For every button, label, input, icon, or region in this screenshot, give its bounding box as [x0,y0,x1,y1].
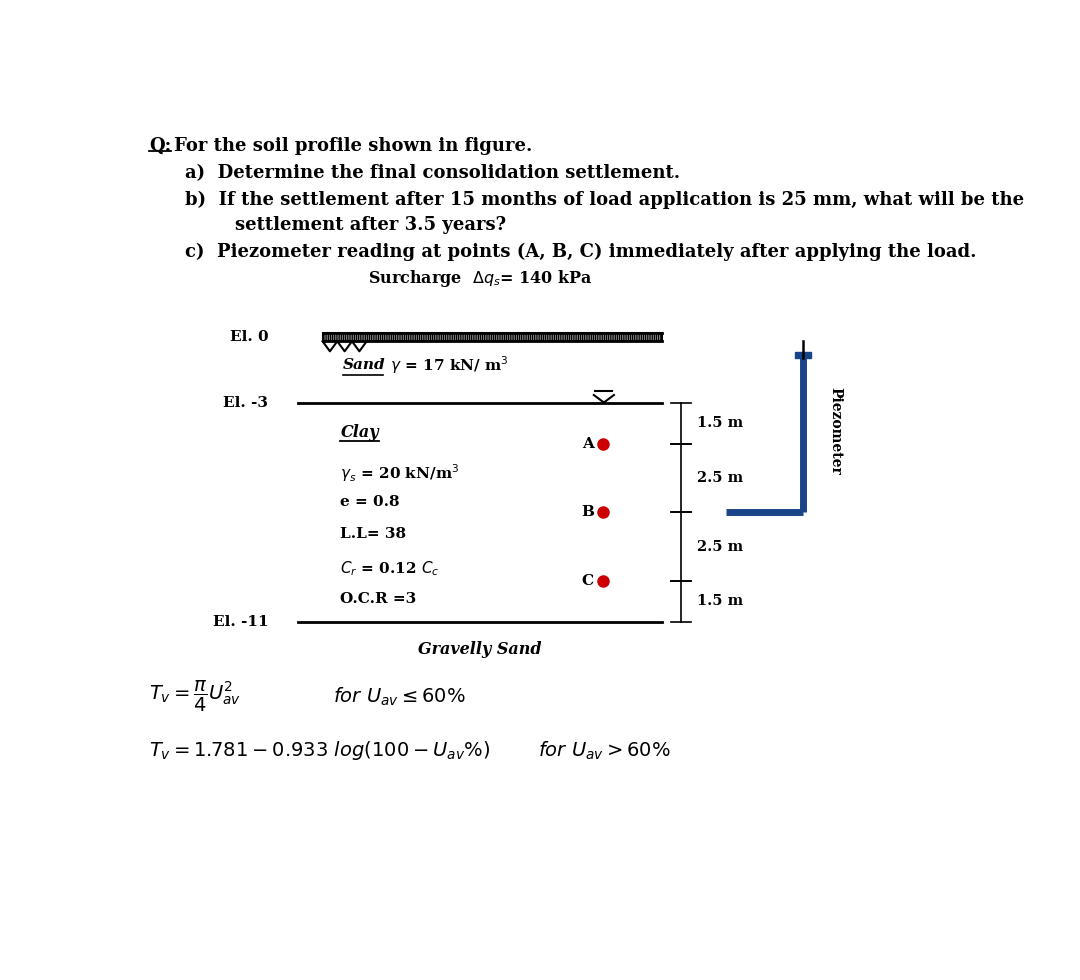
Text: $T_v = \dfrac{\pi}{4} U_{av}^{2}$: $T_v = \dfrac{\pi}{4} U_{av}^{2}$ [149,679,241,714]
Text: $\gamma$ = 17 kN/ m$^3$: $\gamma$ = 17 kN/ m$^3$ [386,354,509,375]
Text: Surcharge  $\Delta q_s$= 140 kPa: Surcharge $\Delta q_s$= 140 kPa [367,269,592,289]
Text: 2.5 m: 2.5 m [697,540,743,554]
Text: Piezometer: Piezometer [828,387,841,475]
Text: settlement after 3.5 years?: settlement after 3.5 years? [186,217,507,234]
Bar [795,353,811,358]
Text: a)  Determine the final consolidation settlement.: a) Determine the final consolidation set… [186,164,680,182]
Text: c)  Piezometer reading at points (A, B, C) immediately after applying the load.: c) Piezometer reading at points (A, B, C… [186,242,977,261]
Text: El. 0: El. 0 [230,330,268,344]
Text: e = 0.8: e = 0.8 [340,495,400,509]
Text: $for\ U_{av} \leq 60\%$: $for\ U_{av} \leq 60\%$ [333,685,465,708]
Text: C: C [582,574,594,588]
Text: L.L= 38: L.L= 38 [340,527,406,541]
Text: 2.5 m: 2.5 m [697,471,743,485]
Text: $\gamma_s$ = 20 kN/m$^3$: $\gamma_s$ = 20 kN/m$^3$ [340,463,460,484]
Text: b)  If the settlement after 15 months of load application is 25 mm, what will be: b) If the settlement after 15 months of … [186,191,1025,209]
Bar [323,333,662,341]
Text: El. -11: El. -11 [213,615,268,629]
Text: 1.5 m: 1.5 m [697,595,743,609]
Text: B: B [581,506,594,519]
Text: El. -3: El. -3 [224,396,268,410]
Text: $for\ U_{av} > 60\%$: $for\ U_{av} > 60\%$ [538,739,671,761]
Text: Clay: Clay [340,424,379,441]
Text: Sand: Sand [342,358,386,371]
Text: Q:: Q: [149,137,172,155]
Text: Gravelly Sand: Gravelly Sand [418,641,542,659]
Text: $C_r$ = 0.12 $C_c$: $C_r$ = 0.12 $C_c$ [340,560,440,578]
Text: A: A [582,437,594,451]
Text: For the soil profile shown in figure.: For the soil profile shown in figure. [174,137,532,155]
Text: O.C.R =3: O.C.R =3 [340,592,417,606]
Text: 1.5 m: 1.5 m [697,416,743,430]
Text: $T_v = 1.781 - 0.933\ log( 100 - U_{av}\% )$: $T_v = 1.781 - 0.933\ log( 100 - U_{av}\… [149,739,490,762]
